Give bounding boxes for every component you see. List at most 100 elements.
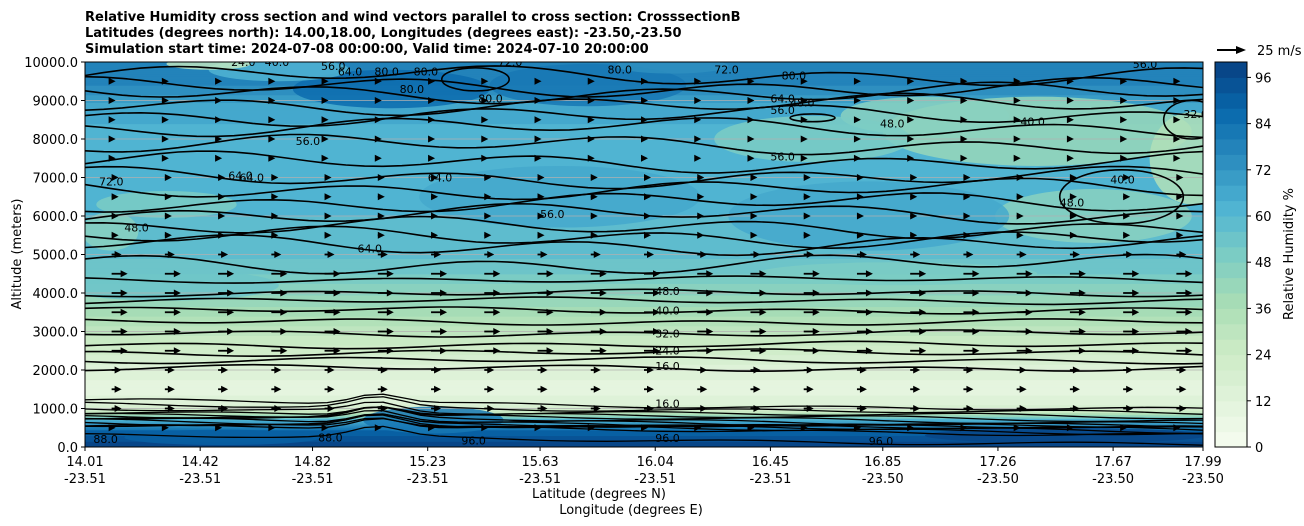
colorbar-segment: [1215, 62, 1247, 78]
wind-vector: [750, 405, 761, 412]
wind-vector: [1013, 424, 1021, 432]
wind-vector: [1016, 270, 1033, 278]
wind-vector: [856, 366, 867, 374]
wind-vector: [324, 231, 332, 239]
wind-vector: [747, 135, 755, 143]
contour-label: 56.0: [770, 104, 795, 117]
wind-vector: [428, 424, 436, 432]
wind-vector: [534, 135, 542, 143]
wind-vector: [1016, 212, 1024, 220]
wind-vector: [321, 135, 329, 143]
wind-vector: [1069, 231, 1077, 239]
wind-vector: [694, 154, 702, 162]
wind-vectors: [108, 77, 1193, 432]
wind-vector: [215, 135, 223, 143]
rh-band: [85, 306, 1203, 309]
wind-vector: [268, 424, 276, 432]
wind-vector: [1066, 116, 1074, 124]
contour-label: 56.0: [540, 208, 565, 221]
wind-vector: [910, 308, 927, 316]
contour-label: 80.0: [782, 69, 807, 82]
y-tick-label: 3000.0: [33, 326, 79, 341]
rh-band: [85, 396, 1203, 400]
rh-band: [85, 393, 1203, 396]
colorbar-segment: [1215, 431, 1247, 448]
wind-vector: [431, 308, 448, 316]
wind-vector: [694, 97, 702, 104]
x-axis-ticks: 14.01 -23.51 14.42 -23.51 14.82 -23.51 15.23 -2…: [64, 447, 1224, 487]
wind-vector: [218, 385, 229, 393]
x-tick-label-lon: -23.51: [519, 472, 561, 487]
contour-label: 64.0: [428, 171, 453, 184]
wind-vector: [534, 116, 542, 124]
rh-band: [85, 144, 1203, 148]
wind-vector: [1123, 328, 1140, 335]
rh-band: [85, 333, 1203, 336]
rh-band: [85, 343, 1203, 346]
rh-band: [85, 239, 1203, 242]
wind-vector: [1013, 135, 1021, 143]
colorbar-segment: [1215, 308, 1247, 325]
wind-vector: [803, 174, 811, 181]
wind-vector: [377, 289, 394, 297]
wind-vector: [1069, 405, 1080, 412]
colorbar-segment: [1215, 400, 1247, 417]
x-tick-label-lon: -23.50: [977, 472, 1019, 487]
colorbar-segment: [1215, 108, 1247, 125]
wind-vector: [164, 366, 175, 374]
rh-band: [85, 381, 1203, 385]
rh-blob: [166, 62, 251, 70]
wind-vector: [963, 231, 971, 239]
wind-vector: [1016, 328, 1033, 335]
wind-vector: [697, 270, 714, 278]
wind-vector: [481, 116, 489, 124]
wind-vector: [1016, 308, 1033, 316]
wind-vector: [1013, 154, 1021, 162]
wind-vector: [324, 270, 341, 278]
contour-labels: 48.0 40.0 32.0 24.0 16.0 16.0 96.0 96.0 88.0 88.0…: [93, 62, 1203, 447]
wind-vector: [856, 193, 864, 201]
wind-vector: [1176, 289, 1193, 297]
wind-vector: [377, 366, 388, 374]
wind-vector: [271, 366, 282, 374]
wind-vector: [271, 385, 282, 393]
wind-vector: [1013, 77, 1021, 85]
wind-vector: [1016, 193, 1024, 201]
wind-vector: [1016, 385, 1027, 393]
wind-vector: [111, 385, 122, 393]
wind-vector: [644, 385, 654, 393]
wind-vector: [750, 251, 761, 258]
wind-vector: [537, 174, 545, 181]
rh-band: [85, 433, 1203, 437]
x-tick-label-lat: 17.26: [979, 455, 1016, 470]
colorbar-segment: [1215, 293, 1247, 309]
colorbar-segment: [1215, 169, 1247, 186]
rh-band: [85, 437, 1203, 440]
wind-vector: [910, 174, 918, 181]
wind-vector: [644, 366, 654, 374]
rh-band: [85, 248, 1203, 252]
wind-vector: [1176, 385, 1187, 393]
wind-vector: [856, 270, 873, 278]
wind-vector: [111, 193, 119, 201]
wind-vector: [164, 289, 181, 297]
wind-vector: [377, 405, 388, 412]
wind-vector: [1176, 270, 1193, 278]
rh-band: [85, 325, 1203, 329]
rh-band: [85, 256, 1203, 259]
contour-label: 72.0: [714, 64, 739, 77]
rh-blob: [489, 63, 687, 107]
wind-vector: [537, 193, 545, 201]
colorbar-segment: [1215, 339, 1247, 356]
wind-vector: [111, 251, 122, 258]
wind-vector: [694, 135, 702, 143]
rh-band: [85, 362, 1203, 365]
wind-vector: [218, 251, 229, 258]
wind-vector: [324, 328, 341, 335]
wind-vector: [644, 328, 660, 335]
wind-vector: [1069, 366, 1080, 374]
rh-band: [85, 287, 1203, 290]
colorbar-tick-label: 36: [1255, 302, 1272, 317]
wind-vector: [1069, 193, 1077, 201]
rh-band: [85, 285, 1203, 288]
